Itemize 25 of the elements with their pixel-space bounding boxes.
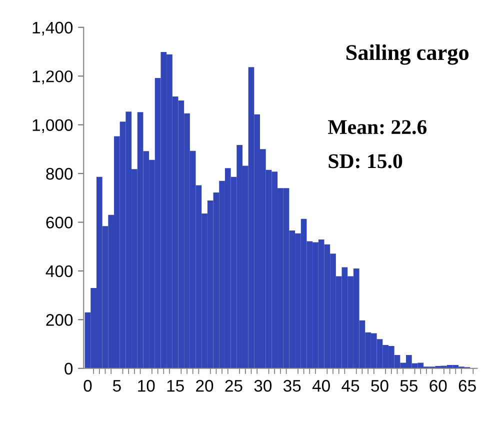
annotation: SD: 15.0 bbox=[328, 154, 402, 168]
annotation: Mean: 22.6 bbox=[328, 120, 427, 134]
x-tick-label: 10 bbox=[138, 380, 155, 392]
x-tick-label: 45 bbox=[342, 380, 360, 392]
x-tick-label: 35 bbox=[283, 380, 301, 392]
y-tick-label: 200 bbox=[46, 314, 73, 326]
y-tick-label: 0 bbox=[64, 362, 73, 375]
x-tick-label: 60 bbox=[430, 380, 447, 392]
y-tick-label: 1,000 bbox=[32, 119, 73, 133]
x-tick-label: 0 bbox=[84, 380, 92, 392]
x-tick-label: 40 bbox=[312, 380, 330, 392]
x-tick-label: 5 bbox=[112, 380, 121, 392]
x-tick-label: 65 bbox=[458, 380, 476, 392]
x-tick-label: 50 bbox=[371, 380, 388, 392]
x-tick-label: 30 bbox=[254, 380, 272, 392]
y-tick-label: 400 bbox=[46, 265, 73, 278]
y-tick-label: 1,200 bbox=[32, 70, 73, 84]
x-tick-label: 25 bbox=[225, 380, 242, 392]
x-tick-label: 15 bbox=[167, 380, 184, 392]
y-tick-label: 600 bbox=[46, 216, 73, 228]
x-tick-label: 55 bbox=[400, 380, 418, 392]
x-tick-label: 20 bbox=[196, 380, 214, 392]
y-tick-label: 1,400 bbox=[32, 22, 73, 36]
y-tick-label: 800 bbox=[46, 168, 73, 180]
text: Sailing cargo bbox=[346, 44, 469, 65]
